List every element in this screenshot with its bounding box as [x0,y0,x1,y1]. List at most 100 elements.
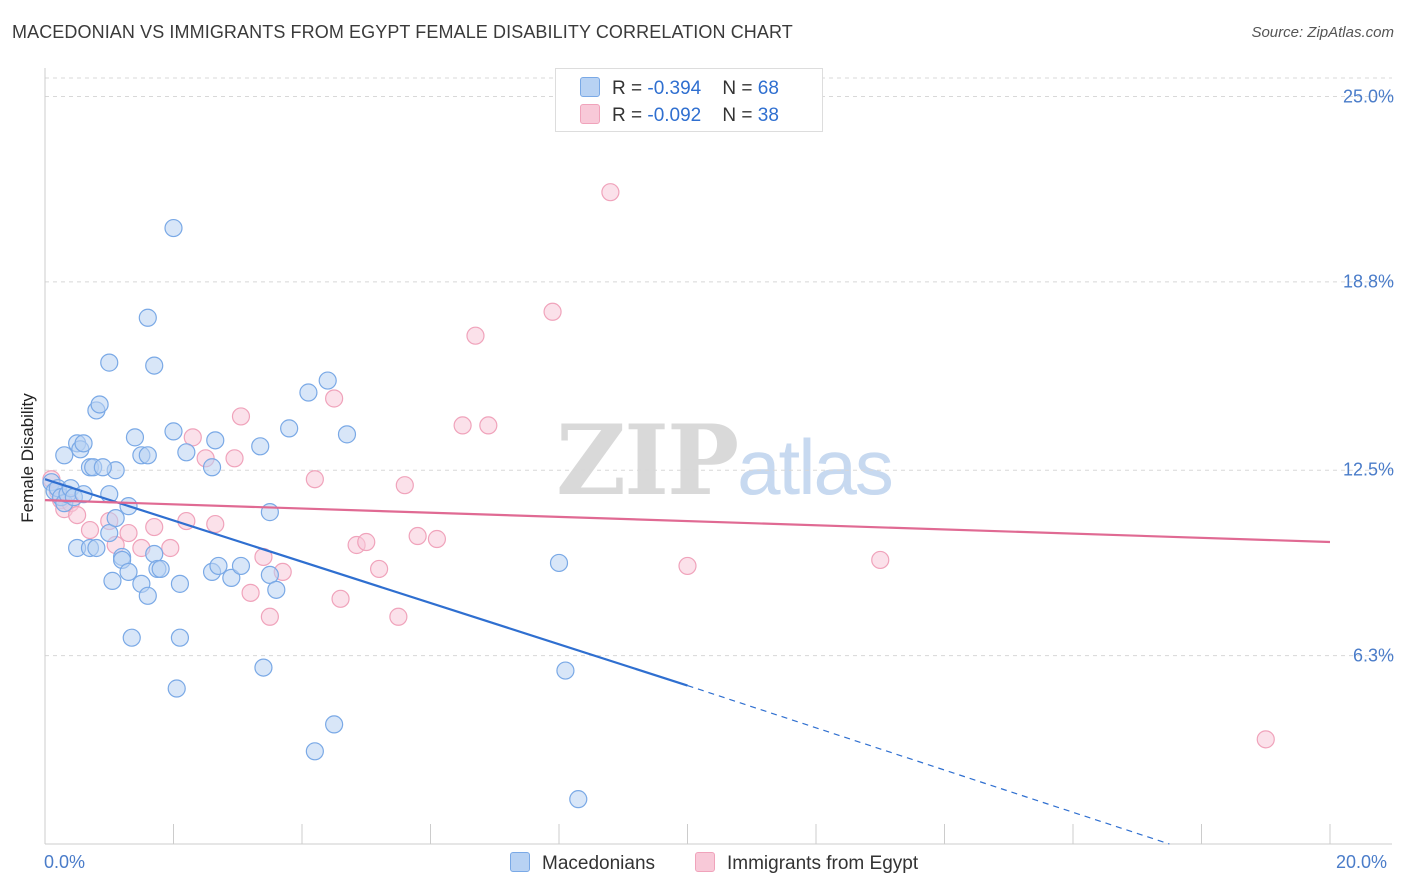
legend-n-value: 68 [757,78,779,99]
legend-label-egypt: Immigrants from Egypt [727,853,919,874]
scatter-point [241,583,260,602]
scatter-point [167,679,186,698]
scatter-point [202,458,222,477]
watermark-zip: ZIP [556,404,739,517]
scatter-point [164,218,183,238]
chart-title: MACEDONIAN VS IMMIGRANTS FROM EGYPT FEMA… [12,22,793,42]
scatter-point [479,416,498,435]
y-tick-label: 6.3% [1352,645,1394,666]
y-tick-label: 25.0% [1342,86,1394,106]
scatter-point [318,371,337,390]
legend-row-egypt: R = -0.092 N = 38 [580,104,779,127]
y-tick-label: 18.8% [1342,271,1394,292]
scatter-point [170,628,190,647]
scatter-point [100,523,119,543]
bottom-legend-macedonians: Macedonians [510,852,655,875]
legend-r-value: -0.394 [647,78,702,99]
scatter-point [331,589,350,608]
legend-swatch-pink [695,852,715,872]
scatter-point [100,353,119,372]
legend-row-macedonians: R = -0.394 N = 68 [580,77,779,100]
scatter-point [549,553,569,573]
scatter-point [80,520,100,540]
bottom-legend-egypt: Immigrants from Egypt [695,852,918,875]
scatter-point [231,407,251,426]
legend-n-value: 38 [757,105,779,126]
scatter-point [183,428,202,447]
scatter-point [138,446,157,465]
stats-legend: R = -0.394 N = 68 R = -0.092 N = 38 [555,68,823,132]
scatter-point [427,529,447,549]
scatter-point [260,607,279,626]
trend-line-macedonians-extension [687,684,1170,845]
scatter-point [260,565,279,585]
scatter-point [138,308,157,327]
source-label: Source: ZipAtlas.com [1251,24,1394,41]
scatter-point [177,443,196,462]
legend-n-label: N = [722,105,758,126]
scatter-point [466,326,485,345]
scatter-point [325,715,344,734]
legend-r-label: R = [612,105,648,126]
scatter-point [206,431,225,450]
scatter-point [138,586,157,605]
scatter-point [161,538,180,558]
scatter-point [280,419,299,438]
scatter-point [164,422,183,441]
scatter-point [601,183,620,202]
x-tick-label-max: 20.0% [1336,852,1388,872]
scatter-point [225,449,244,468]
scatter-point [267,580,286,599]
scatter-point [206,514,225,534]
scatter-point [408,526,427,546]
scatter-point [260,503,279,522]
scatter-point [251,437,270,456]
legend-swatch-blue [580,77,600,97]
legend-n-label: N = [722,78,758,99]
scatter-point [453,416,472,435]
scatter-point [325,389,344,408]
legend-r-value: -0.092 [647,105,702,126]
scatter-point [151,559,170,579]
legend-swatch-pink [580,104,600,124]
scatter-point [87,538,106,558]
scatter-point [103,571,122,590]
scatter-point [119,562,138,582]
scatter-point [305,470,324,489]
scatter-point [125,428,145,447]
legend-r-label: R = [612,78,648,99]
scatter-point [106,508,125,528]
trend-line-egypt [44,499,1331,544]
scatter-point [299,383,318,402]
scatter-point [678,556,697,576]
y-tick-label: 12.5% [1342,459,1394,480]
scatter-point [231,556,251,576]
scatter-point [395,476,414,495]
scatter-point [370,559,389,579]
legend-swatch-blue [510,852,530,872]
scatter-point [556,661,575,680]
scatter-point [357,532,376,552]
scatter-point [55,446,74,465]
scatter-point [569,790,588,809]
scatter-point [389,607,408,626]
scatter-point [119,523,138,543]
watermark: ZIPatlas [556,404,894,517]
scatter-point [871,550,890,570]
watermark-atlas: atlas [737,423,894,511]
scatter-point [209,556,228,576]
legend-label-macedonians: Macedonians [542,853,656,874]
scatter-point [68,505,87,525]
scatter-point [337,425,357,444]
scatter-point [145,356,164,375]
trend-line-macedonians [44,478,688,687]
scatter-point [222,568,241,587]
scatter-point [170,574,190,593]
scatter-point [543,302,562,321]
scatter-point [254,658,273,677]
scatter-point [90,395,109,414]
scatter-point [305,742,324,761]
scatter-point [93,458,112,477]
scatter-point [145,517,164,537]
